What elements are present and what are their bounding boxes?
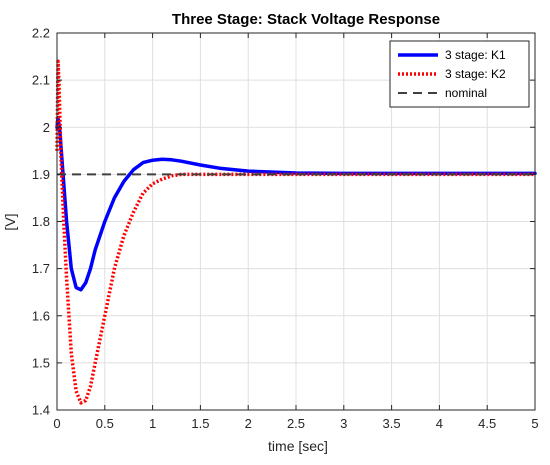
- y-tick-label: 1.9: [32, 167, 50, 182]
- y-tick-label: 1.8: [32, 214, 50, 229]
- legend-label-2: 3 stage: K2: [445, 67, 506, 81]
- tick-marks: 0 0.5 1 1.5 2 2.5 3 3.5 4 4.5 5 1.4 1.5 1.6 1.7 1.8 1.9 2…: [32, 26, 539, 432]
- x-tick-label: 2: [245, 416, 252, 431]
- y-tick-label: 2.2: [32, 26, 50, 41]
- y-tick-label: 2.1: [32, 73, 50, 88]
- x-tick-label: 0.5: [96, 416, 114, 431]
- y-axis-label: [V]: [2, 213, 18, 230]
- chart-title: Three Stage: Stack Voltage Response: [172, 11, 440, 28]
- legend-label-1: 3 stage: K1: [445, 48, 506, 62]
- y-tick-label: 1.4: [32, 403, 50, 418]
- x-tick-label: 4: [436, 416, 443, 431]
- x-tick-label: 5: [531, 416, 538, 431]
- y-tick-label: 1.7: [32, 261, 50, 276]
- x-tick-label: 3: [340, 416, 347, 431]
- y-tick-label: 1.5: [32, 355, 50, 370]
- x-tick-label: 4.5: [478, 416, 496, 431]
- legend: 3 stage: K1 3 stage: K2 nominal: [389, 40, 530, 108]
- x-tick-label: 1.5: [191, 416, 209, 431]
- legend-label-3: nominal: [445, 86, 487, 100]
- x-tick-label: 1: [149, 416, 156, 431]
- legend-box: [389, 40, 530, 108]
- x-tick-label: 0: [53, 416, 60, 431]
- x-tick-label: 3.5: [383, 416, 401, 431]
- series-group: [55, 59, 537, 405]
- x-axis-label: time [sec]: [268, 438, 328, 454]
- x-tick-label: 2.5: [287, 416, 305, 431]
- y-tick-label: 1.6: [32, 308, 50, 323]
- y-tick-label: 2: [43, 120, 50, 135]
